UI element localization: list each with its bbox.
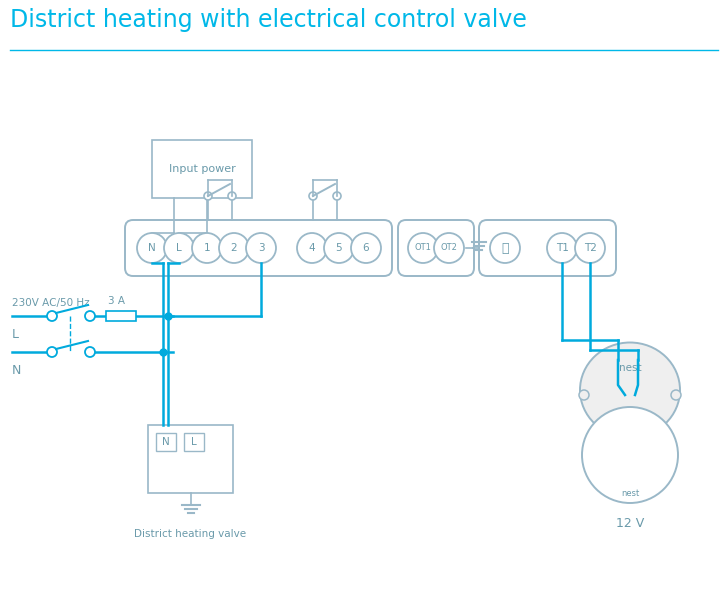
Bar	[184, 433, 204, 451]
Text: OT2: OT2	[440, 244, 457, 252]
Text: Input power: Input power	[169, 164, 235, 174]
FancyBboxPatch shape	[398, 220, 474, 276]
Text: 3 A: 3 A	[108, 296, 125, 306]
Circle shape	[333, 192, 341, 200]
Circle shape	[164, 233, 194, 263]
Text: N: N	[162, 437, 170, 447]
Circle shape	[579, 390, 589, 400]
Circle shape	[671, 390, 681, 400]
Text: 6: 6	[363, 243, 369, 253]
Circle shape	[204, 192, 212, 200]
Circle shape	[137, 233, 167, 263]
Text: ⏚: ⏚	[502, 242, 509, 254]
Circle shape	[219, 233, 249, 263]
Circle shape	[490, 233, 520, 263]
Ellipse shape	[580, 343, 680, 438]
Circle shape	[246, 233, 276, 263]
Text: nest: nest	[619, 363, 641, 373]
Bar	[620, 418, 640, 430]
Text: 5: 5	[336, 243, 342, 253]
Text: 12 V: 12 V	[616, 517, 644, 530]
Circle shape	[85, 347, 95, 357]
Circle shape	[434, 233, 464, 263]
Text: 4: 4	[309, 243, 315, 253]
Circle shape	[547, 233, 577, 263]
Text: 230V AC/50 Hz: 230V AC/50 Hz	[12, 298, 90, 308]
Circle shape	[575, 233, 605, 263]
FancyBboxPatch shape	[125, 220, 392, 276]
Text: District heating with electrical control valve: District heating with electrical control…	[10, 8, 527, 32]
Text: OT1: OT1	[414, 244, 432, 252]
Circle shape	[47, 311, 57, 321]
Text: nest: nest	[621, 488, 639, 498]
Bar	[152, 140, 252, 198]
Circle shape	[582, 407, 678, 503]
Text: 2: 2	[231, 243, 237, 253]
Circle shape	[47, 347, 57, 357]
Bar	[156, 433, 176, 451]
Text: L: L	[191, 437, 197, 447]
Circle shape	[85, 311, 95, 321]
Circle shape	[297, 233, 327, 263]
Text: T1: T1	[555, 243, 569, 253]
Circle shape	[228, 192, 236, 200]
Text: District heating valve: District heating valve	[135, 529, 247, 539]
Text: L: L	[176, 243, 182, 253]
Text: N: N	[12, 364, 21, 377]
Circle shape	[309, 192, 317, 200]
Text: 3: 3	[258, 243, 264, 253]
FancyBboxPatch shape	[479, 220, 616, 276]
Circle shape	[351, 233, 381, 263]
Text: L: L	[12, 327, 19, 340]
Bar	[148, 425, 233, 493]
Text: N: N	[148, 243, 156, 253]
Circle shape	[408, 233, 438, 263]
Circle shape	[192, 233, 222, 263]
Bar	[106, 311, 136, 321]
Circle shape	[324, 233, 354, 263]
Text: 1: 1	[204, 243, 210, 253]
Text: T2: T2	[584, 243, 596, 253]
